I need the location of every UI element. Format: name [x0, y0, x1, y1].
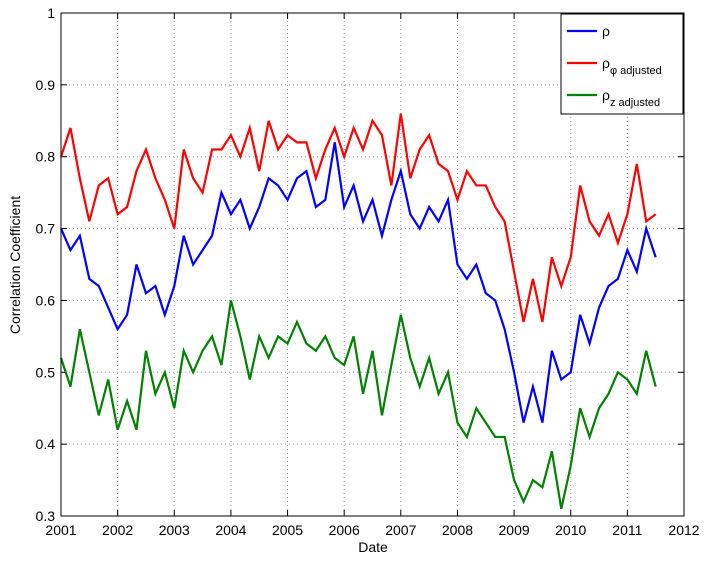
x-tick-label: 2004 [215, 522, 246, 538]
y-tick-label: 1 [47, 5, 55, 21]
legend-label: ρφ adjusted [602, 55, 662, 77]
y-tick-label: 0.4 [36, 436, 56, 452]
y-tick-label: 0.8 [36, 149, 56, 165]
legend-label: ρz adjusted [602, 87, 660, 109]
x-tick-label: 2003 [159, 522, 190, 538]
plot-frame [60, 12, 685, 517]
x-tick-label: 2009 [499, 522, 530, 538]
x-tick-label: 2011 [612, 522, 642, 538]
x-tick-label: 2006 [329, 522, 360, 538]
y-tick-label: 0.5 [36, 364, 56, 380]
y-tick-label: 0.6 [36, 292, 56, 308]
x-tick-label: 2001 [45, 522, 76, 538]
series-line [59, 300, 657, 510]
series-line [59, 142, 657, 423]
y-axis-label: Correlation Coefficient [7, 196, 23, 334]
x-tick-label: 2002 [102, 522, 133, 538]
y-tick-label: 0.3 [36, 508, 56, 524]
legend-label: ρ [602, 23, 610, 39]
y-tick-label: 0.9 [36, 77, 56, 93]
x-tick-label: 2010 [555, 522, 586, 538]
series-line [59, 113, 657, 323]
y-tick-label: 0.7 [36, 221, 56, 237]
x-tick-label: 2005 [272, 522, 303, 538]
x-axis-label: Date [358, 539, 388, 555]
x-tick-label: 2012 [668, 522, 699, 538]
x-tick-label: 2007 [385, 522, 416, 538]
x-tick-label: 2008 [442, 522, 473, 538]
